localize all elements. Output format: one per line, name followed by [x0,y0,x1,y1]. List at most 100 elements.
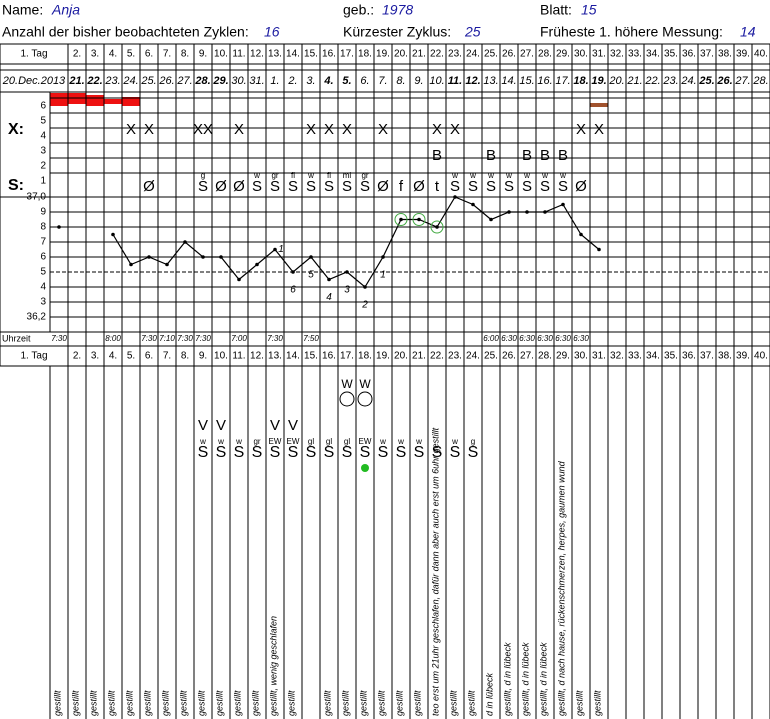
date: 18. [573,75,588,87]
v-row: V [270,417,280,434]
day-number: 40. [754,49,768,60]
y-tick-label: 5 [40,267,46,278]
note: gestillt [178,690,188,716]
note: gestillt [214,690,224,716]
day-number: 26. [502,351,516,362]
x-row: X [144,121,154,138]
symbol: S [342,444,353,461]
note: gestillt [358,690,368,716]
symbol: S [378,444,389,461]
temperature-point [399,217,403,222]
b-row: B [486,147,496,164]
day-number: 37. [700,49,714,60]
date: 7. [378,75,387,87]
symbol: S [324,444,335,461]
day-number: 22. [430,351,444,362]
day-number: 2. [73,351,81,362]
symbol-sup: EW [269,437,282,446]
scale-label: 6 [40,101,46,112]
w-mark: W [359,377,371,391]
temperature-point [57,225,61,229]
symbol-sup: w [469,171,476,180]
scale-label: 5 [40,116,46,127]
count-label: 4 [326,292,332,303]
day-number: 11. [232,49,245,60]
symbol: f [399,178,404,195]
temperature-point [453,195,457,199]
day-number: 15. [304,351,318,362]
day-number: 33. [628,49,642,60]
symbol-sup: w [541,171,548,180]
symbol-sup: w [307,171,314,180]
y-tick-label: 4 [40,282,46,293]
date: 11. [448,75,462,87]
day-number: 1. Tag [20,351,47,362]
count-label: 3 [344,285,350,296]
symbol: S [198,444,209,461]
note: gestillt, d in lübeck [502,642,512,716]
note: gestillt [70,690,80,716]
symbol: S [306,178,316,195]
time: 7:30 [195,334,211,343]
date: 24. [122,75,138,87]
date: 13. [483,75,498,87]
v-row: V [198,417,208,434]
day-number: 36. [682,49,696,60]
day-number: 8. [181,351,189,362]
time: 6:00 [483,334,499,343]
symbol: S [450,178,460,195]
temperature-point [309,255,313,259]
green-dot [361,464,369,472]
day-number: 30. [574,351,588,362]
day-number: 33. [628,351,642,362]
day-number: 14. [286,49,300,60]
count-label: 5 [308,270,314,281]
day-number: 7. [163,49,171,60]
day-number: 6. [145,49,153,60]
time: 6:30 [555,334,571,343]
symbol-sup: g [201,171,205,180]
time: 6:30 [519,334,535,343]
temperature-point [579,232,583,237]
symbol-sup: w [235,437,242,446]
symbol: S [306,444,317,461]
note: gestillt [232,690,242,716]
temperature-line [112,196,600,288]
date: 15. [519,75,534,87]
symbol-sup: w [505,171,512,180]
symbol: S [288,444,299,461]
date: 25. [140,75,156,87]
time: 7:00 [231,334,247,343]
temperature-point [201,255,205,259]
day-number: 21. [412,351,426,362]
symbol: S [468,444,479,461]
x-row: X [450,121,460,138]
note: gestillt [412,690,422,716]
w-circle [357,391,373,407]
symbol-sup: gr [361,171,368,180]
note: gestillt [340,690,350,716]
temperature-point [183,240,187,244]
day-number: 19. [376,351,390,362]
day-number: 20. [394,351,408,362]
note: gestillt [142,690,152,716]
symbol-sup: gl [326,437,332,446]
date: 14. [501,75,516,87]
day-number: 27. [520,49,534,60]
b-row: B [558,147,568,164]
temperature-point [543,210,547,214]
date: 1. [270,75,279,87]
symbol: S [468,178,478,195]
date: 2. [287,75,297,87]
symbol-sup: w [523,171,530,180]
day-number: 4. [109,351,117,362]
date: 21. [626,75,642,87]
temperature-point [525,210,529,214]
date: 26. [716,75,732,87]
cycles: 16 [264,24,280,40]
date: 17. [555,75,570,87]
note: gestillt [124,690,134,716]
date: 23. [662,75,678,87]
day-number: 31. [592,351,606,362]
symbol: S [360,178,370,195]
